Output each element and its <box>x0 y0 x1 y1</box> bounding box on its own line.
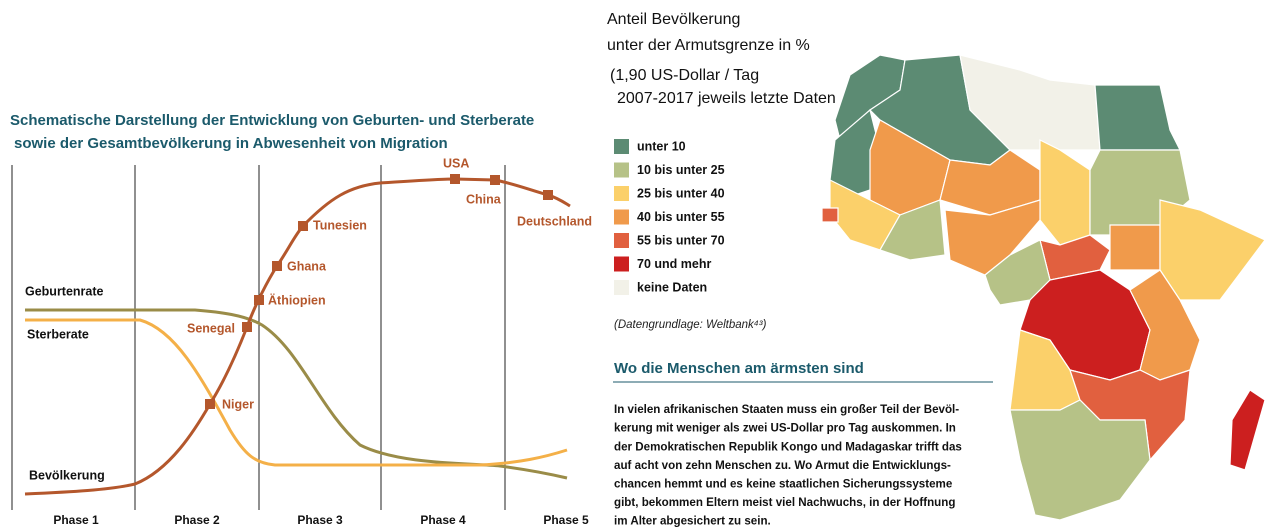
text-line: der Demokratischen Republik Kongo und Ma… <box>614 440 962 453</box>
phase-label: Phase 1 <box>53 513 99 527</box>
legend-swatch <box>614 280 629 295</box>
text-line: chancen hemmt und es keine staatlichen S… <box>614 477 953 490</box>
country-region <box>879 199 946 261</box>
text-line: gibt, bekommen Eltern meist viel Nachwuc… <box>614 496 955 509</box>
diagram-title: Schematische Darstellung der Entwicklung… <box>10 112 534 129</box>
legend-label: unter 10 <box>637 139 686 153</box>
legend-swatch <box>614 162 629 178</box>
phase-label: Phase 2 <box>174 513 220 527</box>
legend-label: 25 bis unter 40 <box>637 186 725 200</box>
legend-swatch <box>614 186 629 201</box>
death-rate-curve <box>25 318 568 467</box>
legend-swatch <box>614 256 629 272</box>
section-heading: Wo die Menschen am ärmsten sind <box>614 360 864 377</box>
legend-swatch <box>614 233 629 248</box>
country-label: Niger <box>222 397 254 411</box>
country-label: Äthiopien <box>268 292 326 307</box>
legend-label: 70 und mehr <box>637 257 711 271</box>
country-region <box>1009 399 1151 521</box>
phase-label: Phase 5 <box>543 513 589 527</box>
body-text: In vielen afrikanischen Staaten muss ein… <box>614 403 962 528</box>
country-region <box>1109 224 1161 271</box>
text-line: kerung mit weniger als zwei US-Dollar pr… <box>614 422 956 435</box>
birth-rate-curve <box>25 308 568 480</box>
country-region <box>1094 84 1181 151</box>
curve-label: Sterberate <box>27 327 89 341</box>
legend-label: keine Daten <box>637 280 707 294</box>
country-label: China <box>466 192 502 206</box>
map-title: unter der Armutsgrenze in % <box>607 37 810 54</box>
transition-diagram: Schematische Darstellung der Entwicklung… <box>10 112 592 527</box>
legend-label: 55 bis unter 70 <box>637 233 725 247</box>
legend-label: 40 bis unter 55 <box>637 210 725 224</box>
country-region <box>944 199 1041 276</box>
curve-label: Geburtenrate <box>25 284 104 298</box>
legend-swatch <box>614 209 629 225</box>
country-region <box>821 207 839 223</box>
phase-label: Phase 3 <box>297 513 343 527</box>
curve-label: Bevölkerung <box>29 468 105 482</box>
country-label: Deutschland <box>517 214 592 228</box>
country-region <box>1229 389 1266 471</box>
text-line: auf acht von zehn Menschen zu. Wo Armut … <box>614 459 951 472</box>
country-region <box>1159 199 1266 301</box>
map-title: (1,90 US-Dollar / Tag <box>610 67 759 84</box>
country-label: Senegal <box>187 321 235 335</box>
africa-map <box>821 54 1266 521</box>
text-line: In vielen afrikanischen Staaten muss ein… <box>614 403 959 416</box>
country-label: Tunesien <box>313 218 367 232</box>
diagram-title: sowie der Gesamtbevölkerung in Abwesenhe… <box>14 135 448 152</box>
country-markers <box>205 174 553 409</box>
country-label: USA <box>443 156 469 170</box>
country-label: Ghana <box>287 259 327 273</box>
legend-label: 10 bis unter 25 <box>637 163 725 177</box>
text-line: im Alter abgesichert zu sein. <box>614 515 771 528</box>
legend-swatch <box>614 139 629 154</box>
source-note: (Datengrundlage: Weltbank⁴³) <box>614 319 767 331</box>
population-curve <box>24 177 571 496</box>
map-title: 2007-2017 jeweils letzte Daten <box>617 90 836 107</box>
country-region <box>1039 139 1091 246</box>
legend: unter 10 10 bis unter 25 25 bis unter 40 40… <box>614 139 725 295</box>
phase-label: Phase 4 <box>420 513 466 527</box>
map-title: Anteil Bevölkerung <box>607 11 740 28</box>
